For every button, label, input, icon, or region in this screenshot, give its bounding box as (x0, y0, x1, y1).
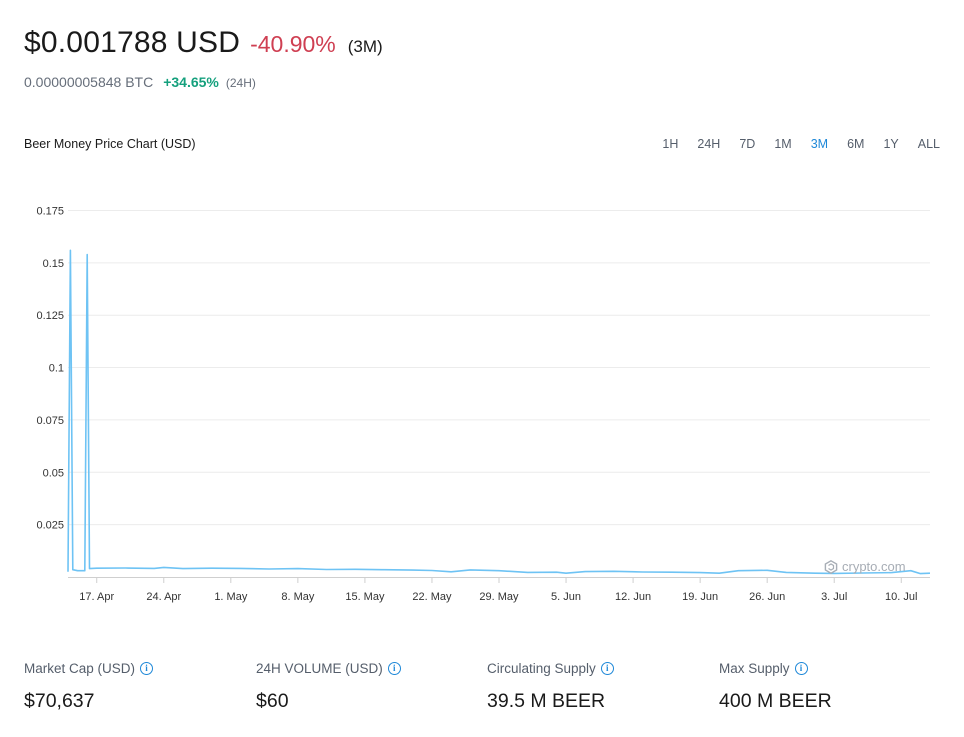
stat-market-cap: Market Cap (USD) i $70,637 (24, 661, 154, 713)
price-series-line (67, 249, 931, 575)
price-header: $0.001788 USD -40.90% (3M) (24, 26, 383, 60)
stat-value: $60 (256, 690, 289, 712)
x-tick-label: 5. Jun (551, 591, 581, 603)
y-tick-label: 0.125 (36, 310, 64, 322)
range-tab-all[interactable]: ALL (917, 137, 940, 151)
info-icon[interactable]: i (600, 662, 614, 675)
info-icon[interactable]: i (140, 662, 154, 675)
stat-label: Circulating Supply (487, 661, 596, 676)
watermark-text: crypto.com (842, 559, 906, 574)
y-tick-label: 0.15 (43, 258, 64, 270)
x-tick-label: 26. Jun (749, 591, 785, 603)
stat-value: 400 M BEER (719, 690, 832, 712)
range-tab-7d[interactable]: 7D (739, 137, 756, 151)
stat-label: Market Cap (USD) (24, 661, 136, 676)
price-chart[interactable]: 0.175 0.15 0.125 0.1 0.075 0.05 0.025 17. Apr 24… (0, 200, 964, 620)
x-tick-label: 17. Apr (79, 591, 114, 603)
range-tab-24h[interactable]: 24H (697, 137, 721, 151)
watermark: crypto.com (824, 559, 906, 574)
x-tick-label: 15. May (345, 591, 385, 603)
price-btc: 0.00000005848 BTC (24, 74, 154, 90)
stat-max-supply: Max Supply i 400 M BEER (719, 661, 832, 713)
range-tab-6m[interactable]: 6M (847, 137, 865, 151)
y-tick-label: 0.05 (43, 467, 64, 479)
x-tick-label: 19. Jun (682, 591, 718, 603)
price-usd: $0.001788 USD (24, 26, 241, 59)
x-tick-label: 24. Apr (146, 591, 181, 603)
range-tab-1h[interactable]: 1H (662, 137, 679, 151)
stat-value: 39.5 M BEER (487, 690, 606, 712)
x-tick-label: 29. May (479, 591, 519, 603)
stat-label: 24H VOLUME (USD) (256, 661, 383, 676)
price-change-period: (3M) (347, 37, 383, 56)
btc-change-percent: +34.65% (163, 74, 219, 90)
crypto-com-logo-icon (824, 559, 838, 574)
info-icon[interactable]: i (387, 662, 401, 675)
range-tab-1y[interactable]: 1Y (883, 137, 899, 151)
range-tab-1m[interactable]: 1M (774, 137, 792, 151)
x-tick-label: 8. May (281, 591, 315, 603)
stat-24h-volume: 24H VOLUME (USD) i $60 (256, 661, 401, 713)
time-range-selector: 1H 24H 7D 1M 3M 6M 1Y ALL (643, 137, 940, 151)
y-tick-label: 0.025 (36, 520, 64, 532)
info-icon[interactable]: i (794, 662, 808, 675)
stat-label: Max Supply (719, 661, 790, 676)
y-tick-label: 0.1 (49, 363, 64, 375)
stat-value: $70,637 (24, 690, 95, 712)
y-tick-label: 0.175 (36, 205, 64, 217)
x-tick-label: 3. Jul (821, 591, 847, 603)
btc-price-row: 0.00000005848 BTC +34.65% (24H) (24, 74, 256, 90)
chart-title: Beer Money Price Chart (USD) (24, 137, 196, 151)
x-tick-label: 12. Jun (615, 591, 651, 603)
range-tab-3m[interactable]: 3M (810, 137, 829, 151)
y-tick-label: 0.075 (36, 415, 64, 427)
btc-change-period: (24H) (225, 76, 256, 90)
stat-circulating-supply: Circulating Supply i 39.5 M BEER (487, 661, 614, 713)
price-change-percent: -40.90% (250, 31, 336, 57)
x-tick-label: 10. Jul (885, 591, 917, 603)
x-tick-label: 22. May (412, 591, 452, 603)
x-tick-label: 1. May (214, 591, 248, 603)
